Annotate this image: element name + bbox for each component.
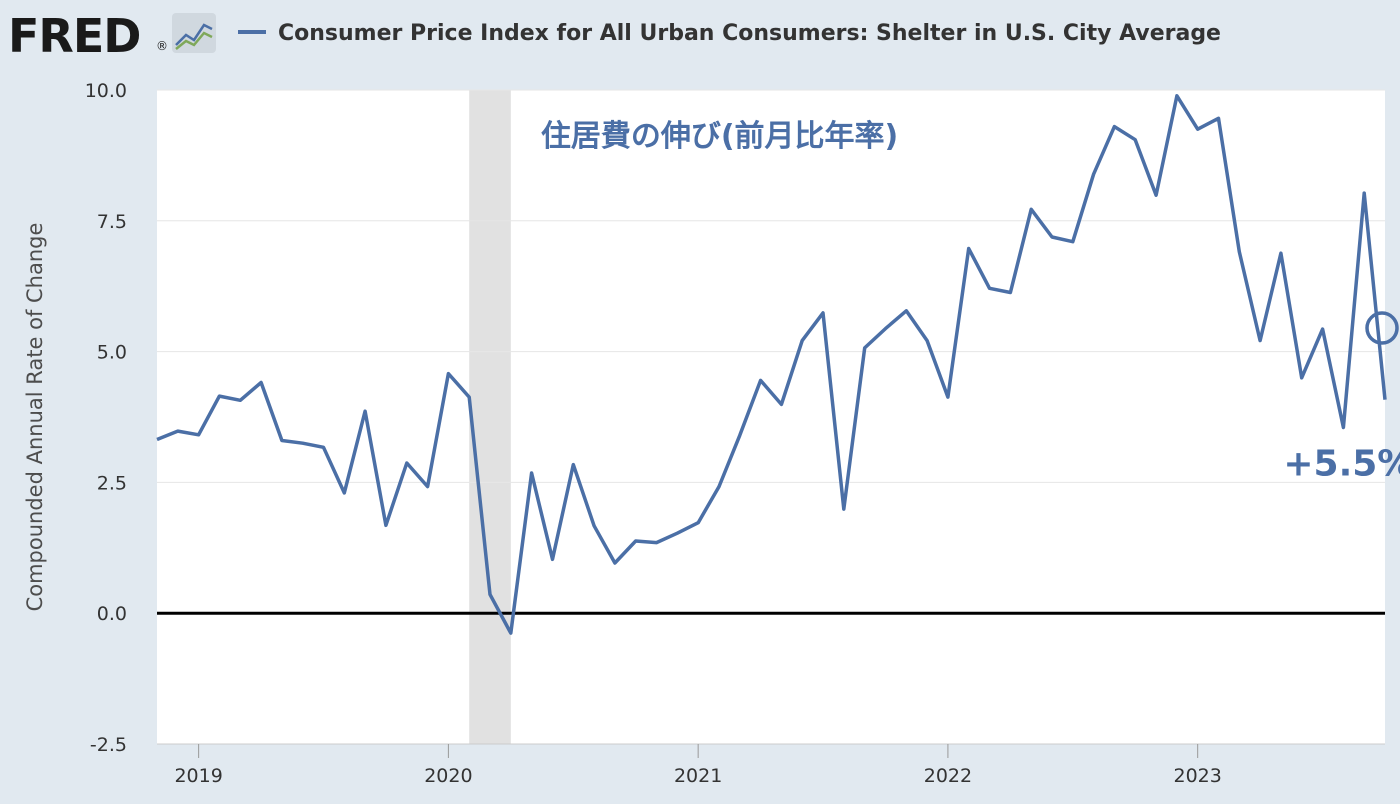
x-tick-label: 2019 [174, 765, 222, 787]
y-tick-label: 5.0 [97, 342, 127, 364]
fred-logo-registered-mark: ® [156, 39, 168, 53]
x-axis: 2019 2020 2021 2022 2023 [157, 743, 1385, 787]
series-line-0[interactable] [156, 94, 1387, 635]
annotation-layer: 住居費の伸び(前月比年率) +5.5% [541, 119, 1400, 485]
y-tick-label: 0.0 [97, 603, 127, 625]
line-graph-icon [172, 13, 216, 53]
x-tick-label: 2021 [674, 765, 722, 787]
x-tick-label: 2020 [424, 765, 472, 787]
y-tick-label: 7.5 [97, 211, 127, 233]
series-title[interactable]: Consumer Price Index for All Urban Consu… [278, 21, 1221, 46]
y-axis: -2.5 0.0 2.5 5.0 7.5 10.0 [85, 80, 127, 756]
y-tick-label: -2.5 [90, 734, 127, 756]
annotation-shelter-label: 住居費の伸び(前月比年率) [541, 119, 898, 154]
series-layer [156, 94, 1387, 635]
annotation-latest-value: +5.5% [1283, 443, 1400, 484]
fred-logo[interactable]: FRED [8, 9, 141, 63]
plot-area [157, 90, 1385, 744]
y-tick-label: 10.0 [85, 80, 127, 102]
y-axis-title: Compounded Annual Rate of Change [23, 223, 47, 612]
fred-header: FRED ® Consumer Price Index for All Urba… [8, 9, 1221, 63]
recession-band-layer [469, 90, 511, 744]
x-tick-label: 2023 [1173, 765, 1221, 787]
highlight-circle [1365, 311, 1399, 345]
x-tick-label: 2022 [924, 765, 972, 787]
recession-band [469, 90, 511, 744]
y-tick-label: 2.5 [97, 472, 127, 494]
